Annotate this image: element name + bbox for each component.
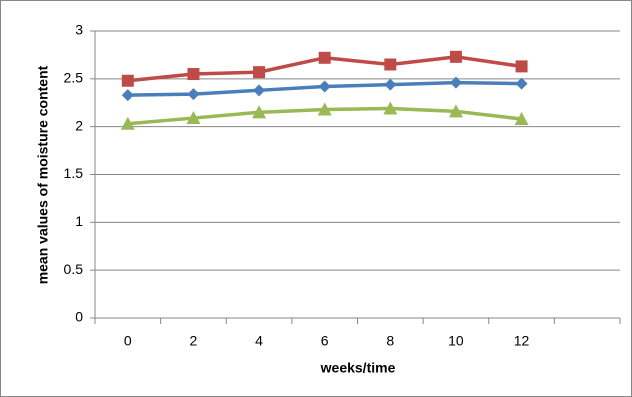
y-tick-label: 1.5: [64, 165, 84, 181]
marker: [121, 74, 134, 87]
marker: [120, 116, 135, 130]
marker: [253, 84, 266, 97]
marker: [384, 78, 397, 91]
x-tick-label: 2: [190, 333, 198, 349]
marker: [514, 112, 529, 126]
marker: [515, 77, 528, 90]
marker: [383, 101, 398, 115]
marker: [187, 68, 200, 81]
marker: [449, 76, 462, 89]
y-tick-label: 3: [75, 22, 83, 38]
marker: [187, 88, 200, 101]
marker: [515, 60, 528, 73]
marker: [448, 104, 463, 118]
y-axis-title: mean values of moisture content: [35, 65, 51, 284]
marker: [318, 51, 331, 64]
x-tick-label: 12: [514, 333, 530, 349]
marker: [252, 105, 267, 119]
y-tick-label: 1: [75, 213, 83, 229]
y-tick-label: 0: [75, 309, 83, 325]
x-axis-title: weeks/time: [320, 360, 396, 376]
marker: [384, 58, 397, 71]
y-tick-label: 2.5: [64, 70, 84, 86]
x-tick-label: 4: [255, 333, 263, 349]
x-tick-label: 10: [448, 333, 464, 349]
marker: [253, 66, 266, 79]
x-tick-label: 6: [321, 333, 329, 349]
marker: [186, 111, 201, 125]
marker: [317, 102, 332, 116]
x-tick-label: 0: [124, 333, 132, 349]
x-tick-label: 8: [386, 333, 394, 349]
y-tick-label: 0.5: [64, 261, 84, 277]
y-tick-label: 2: [75, 117, 83, 133]
marker: [121, 89, 134, 102]
marker: [449, 50, 462, 63]
marker: [318, 80, 331, 93]
